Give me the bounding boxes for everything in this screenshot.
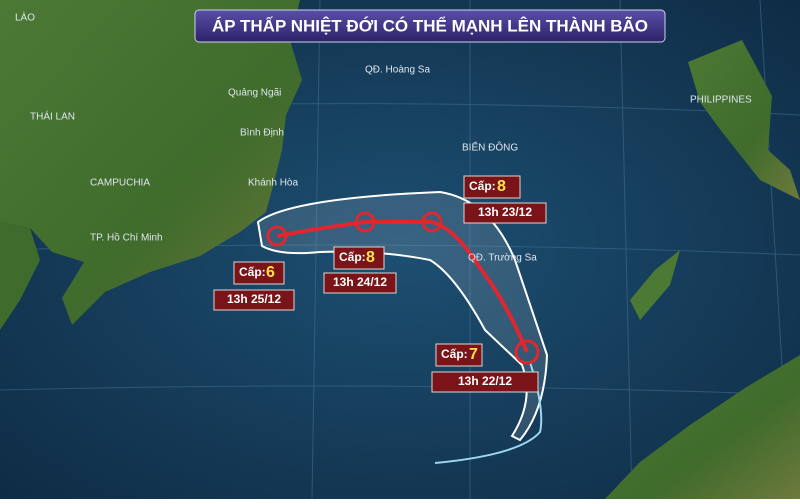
level-box	[435, 343, 483, 367]
time: 13h 23/12	[478, 205, 532, 219]
level-box	[463, 175, 521, 199]
level: 7	[469, 346, 478, 363]
level-label: Cấp:	[239, 265, 266, 279]
title-box	[194, 9, 666, 43]
level: 8	[497, 178, 506, 195]
peninsula	[0, 222, 40, 330]
place-labels: LÀO THÁI LAN CAMPUCHIA TP. Hồ Chí Minh Q…	[15, 11, 752, 264]
level-box	[333, 246, 385, 270]
borneo	[605, 355, 800, 499]
philippines	[688, 40, 800, 200]
time-box	[323, 272, 397, 294]
place: PHILIPPINES	[690, 95, 752, 106]
storm-marker	[421, 211, 443, 233]
time-box	[463, 202, 547, 224]
time: 13h 24/12	[333, 275, 387, 289]
place: THÁI LAN	[30, 110, 75, 123]
indochina	[0, 0, 302, 325]
place: TP. Hồ Chí Minh	[90, 232, 163, 244]
level: 6	[266, 264, 275, 281]
level-label: Cấp:	[441, 347, 468, 361]
place: LÀO	[15, 11, 35, 24]
forecast-labels: Cấp: 7 13h 22/12 Cấp: 8 13h 23/12 Cấp: 8…	[213, 175, 547, 393]
storm-markers	[266, 211, 540, 365]
place: CAMPUCHIA	[90, 178, 150, 189]
level-label: Cấp:	[469, 179, 496, 193]
time: 13h 25/12	[227, 292, 281, 306]
forecast-track	[276, 220, 529, 353]
storm-marker	[514, 339, 540, 365]
time-box	[213, 289, 295, 311]
level-label: Cấp:	[339, 250, 366, 264]
title: ÁP THẤP NHIỆT ĐỚI CÓ THỂ MẠNH LÊN THÀNH …	[212, 15, 648, 35]
level-box	[233, 261, 285, 285]
storm-marker	[266, 225, 288, 247]
place: Khánh Hòa	[248, 178, 298, 189]
storm-marker	[354, 211, 376, 233]
level: 8	[366, 249, 375, 266]
place: Bình Định	[240, 128, 284, 139]
place: QĐ. Trường Sa	[468, 253, 537, 264]
place: QĐ. Hoàng Sa	[365, 65, 430, 76]
time: 13h 22/12	[458, 374, 512, 388]
palawan	[630, 250, 680, 320]
place: BIỂN ĐÔNG	[462, 141, 518, 154]
time-box	[431, 371, 539, 393]
place: Quảng Ngãi	[228, 88, 281, 99]
